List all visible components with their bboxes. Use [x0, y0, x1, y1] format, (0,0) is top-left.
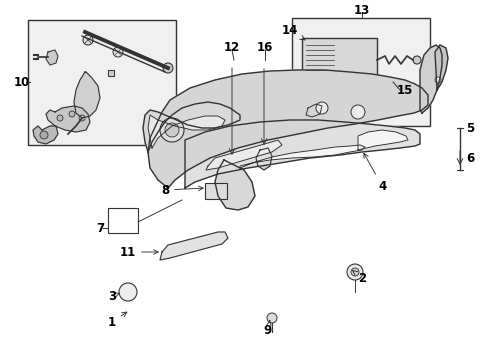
- Text: 14: 14: [281, 23, 304, 40]
- Bar: [204, 183, 226, 199]
- Text: 8: 8: [161, 184, 203, 197]
- Circle shape: [350, 268, 358, 276]
- Polygon shape: [205, 140, 282, 170]
- Polygon shape: [33, 126, 58, 144]
- Text: 4: 4: [363, 153, 386, 193]
- Circle shape: [113, 47, 123, 57]
- Text: 7: 7: [96, 221, 104, 234]
- Text: 2: 2: [352, 271, 366, 284]
- Polygon shape: [357, 130, 407, 150]
- Polygon shape: [305, 104, 321, 117]
- Circle shape: [350, 105, 364, 119]
- Polygon shape: [419, 45, 441, 113]
- Circle shape: [119, 283, 137, 301]
- Text: 1: 1: [108, 312, 126, 328]
- Polygon shape: [184, 120, 419, 188]
- Bar: [309, 86, 317, 91]
- Polygon shape: [160, 232, 227, 260]
- Text: 9: 9: [264, 321, 271, 337]
- Polygon shape: [434, 45, 447, 90]
- Bar: [291, 18, 429, 126]
- Polygon shape: [148, 115, 224, 148]
- Polygon shape: [46, 106, 90, 132]
- Circle shape: [79, 115, 85, 121]
- Circle shape: [57, 115, 63, 121]
- Bar: [359, 86, 367, 91]
- Bar: [341, 86, 349, 91]
- Bar: [302, 38, 376, 86]
- Circle shape: [315, 102, 327, 114]
- Circle shape: [83, 35, 93, 45]
- Text: 15: 15: [396, 84, 412, 96]
- Circle shape: [434, 77, 440, 83]
- Text: 16: 16: [256, 41, 273, 54]
- Bar: [28, 20, 176, 145]
- Polygon shape: [215, 160, 254, 210]
- Polygon shape: [256, 148, 271, 170]
- Polygon shape: [142, 102, 240, 152]
- Bar: [324, 86, 331, 91]
- Polygon shape: [108, 70, 114, 76]
- Text: 3: 3: [108, 289, 119, 302]
- Polygon shape: [240, 145, 364, 168]
- Circle shape: [346, 264, 362, 280]
- Polygon shape: [46, 50, 58, 65]
- Circle shape: [164, 123, 179, 137]
- Text: 13: 13: [353, 4, 369, 17]
- Text: 11: 11: [120, 246, 158, 258]
- Circle shape: [40, 131, 48, 139]
- Text: 12: 12: [224, 41, 240, 54]
- Text: 10: 10: [14, 76, 30, 89]
- Circle shape: [163, 63, 173, 73]
- Circle shape: [412, 56, 420, 64]
- Bar: [108, 208, 138, 233]
- Polygon shape: [74, 72, 100, 118]
- Polygon shape: [148, 70, 427, 188]
- Circle shape: [160, 118, 183, 142]
- Circle shape: [266, 313, 276, 323]
- Text: 6: 6: [465, 152, 473, 165]
- Circle shape: [69, 111, 75, 117]
- Text: 5: 5: [465, 122, 473, 135]
